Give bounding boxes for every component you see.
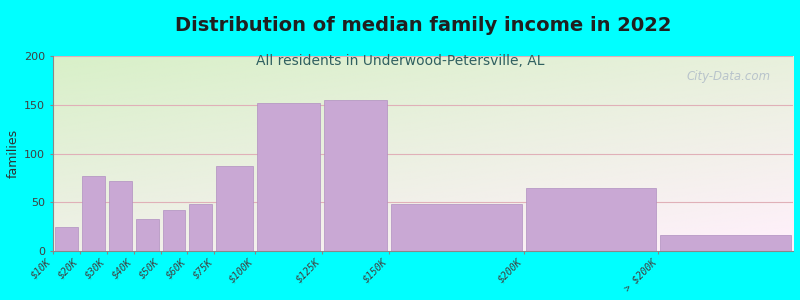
- Bar: [216, 166, 253, 251]
- Bar: [257, 103, 320, 251]
- Title: Distribution of median family income in 2022: Distribution of median family income in …: [174, 16, 671, 35]
- Bar: [136, 219, 158, 251]
- Bar: [391, 205, 522, 251]
- Bar: [82, 176, 105, 251]
- Bar: [55, 227, 78, 251]
- Bar: [526, 188, 657, 251]
- Bar: [162, 210, 186, 251]
- Text: All residents in Underwood-Petersville, AL: All residents in Underwood-Petersville, …: [256, 54, 544, 68]
- Bar: [324, 100, 387, 251]
- Bar: [190, 205, 212, 251]
- Text: City-Data.com: City-Data.com: [686, 70, 771, 83]
- Bar: [661, 235, 791, 251]
- Y-axis label: families: families: [7, 129, 20, 178]
- Bar: [109, 181, 132, 251]
